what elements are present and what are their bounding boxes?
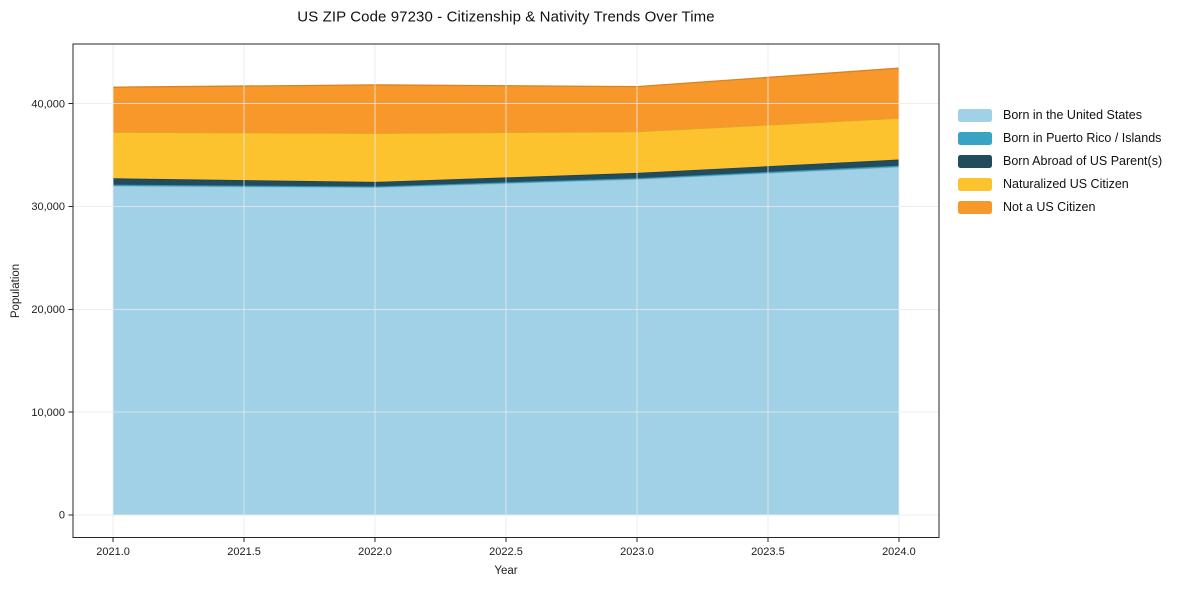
y-tick-label: 0 — [59, 510, 65, 522]
legend-label: Naturalized US Citizen — [1003, 177, 1129, 192]
y-tick-label: 10,000 — [31, 407, 65, 419]
legend-swatch-icon — [958, 178, 992, 191]
y-axis-title: Population — [10, 263, 22, 319]
x-tick-label: 2022.5 — [489, 546, 523, 558]
x-tick-label: 2022.0 — [358, 546, 392, 558]
legend-swatch-icon — [958, 201, 992, 214]
legend-swatch-icon — [958, 132, 992, 145]
legend-item-born-in-puerto-rico-islands: Born in Puerto Rico / Islands — [958, 127, 1162, 150]
legend-item-naturalized-us-citizen: Naturalized US Citizen — [958, 173, 1162, 196]
legend-label: Born in Puerto Rico / Islands — [1003, 131, 1162, 146]
legend: Born in the United States Born in Puerto … — [958, 104, 1162, 219]
y-tick-label: 20,000 — [31, 304, 65, 316]
legend-swatch-icon — [958, 155, 992, 168]
x-tick-label: 2021.5 — [227, 546, 261, 558]
x-tick-label: 2024.0 — [882, 546, 916, 558]
y-tick-label: 30,000 — [31, 201, 65, 213]
x-tick-label: 2023.5 — [751, 546, 785, 558]
legend-item-born-abroad-of-us-parent-s: Born Abroad of US Parent(s) — [958, 150, 1162, 173]
x-axis-title: Year — [494, 565, 518, 577]
legend-item-born-in-the-united-states: Born in the United States — [958, 104, 1162, 127]
legend-item-not-a-us-citizen: Not a US Citizen — [958, 196, 1162, 219]
y-tick-label: 40,000 — [31, 98, 65, 110]
x-tick-label: 2021.0 — [96, 546, 130, 558]
legend-label: Born Abroad of US Parent(s) — [1003, 154, 1163, 169]
legend-label: Not a US Citizen — [1003, 200, 1096, 215]
chart-title: US ZIP Code 97230 - Citizenship & Nativi… — [297, 8, 715, 26]
x-tick-label: 2023.0 — [620, 546, 654, 558]
legend-label: Born in the United States — [1003, 108, 1142, 123]
legend-swatch-icon — [958, 109, 992, 122]
